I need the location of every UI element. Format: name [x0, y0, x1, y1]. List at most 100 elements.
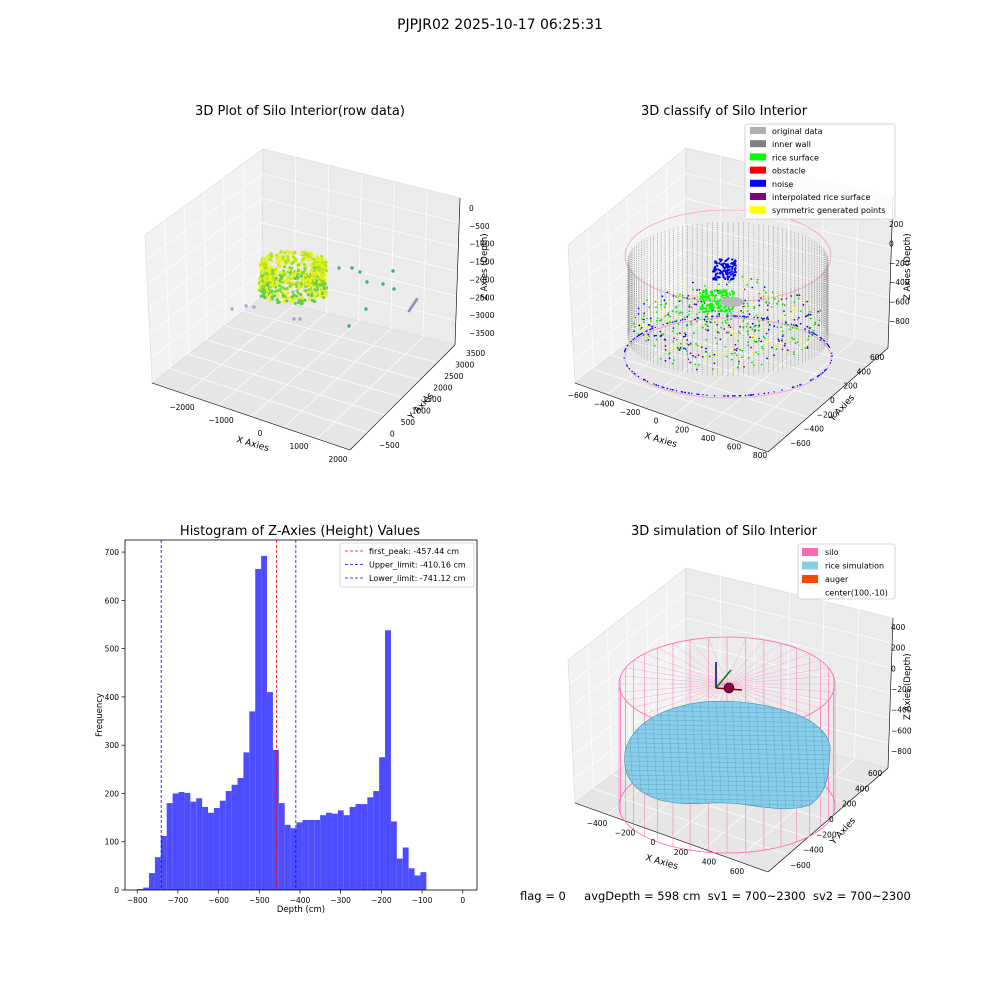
noise-point [646, 330, 648, 332]
classified-point [755, 340, 758, 343]
rice-point [300, 271, 304, 275]
rice-point [262, 274, 266, 278]
scatter-point [414, 299, 417, 303]
classify-z-tick-label: −800 [889, 317, 910, 326]
auger-center [723, 682, 735, 694]
noise-point [723, 267, 726, 270]
histogram-bar [190, 801, 197, 890]
raw-z-tick-label: −2500 [469, 293, 495, 302]
grid-line [735, 759, 855, 861]
noise-point [730, 278, 733, 281]
noise-point [645, 330, 647, 333]
surface-mesh-line [625, 797, 831, 802]
classified-point [726, 327, 729, 330]
classified-point [787, 349, 789, 352]
noise-point [732, 277, 735, 280]
classified-point [710, 328, 713, 331]
classified-point [742, 326, 745, 329]
classified-point [813, 312, 816, 315]
rice-surface-point [731, 306, 734, 309]
classified-point [648, 318, 650, 321]
rice-point [265, 281, 269, 285]
rice-point [270, 289, 274, 293]
noise-point [812, 332, 814, 334]
classified-point [797, 297, 800, 300]
rice-point [316, 257, 320, 261]
sim-y-tick-label: −400 [803, 846, 824, 855]
rice-point [322, 276, 326, 280]
grid-line [572, 249, 687, 338]
rice-surface-point [708, 304, 711, 307]
rice-point [310, 277, 314, 282]
rice-point [269, 252, 273, 256]
noise-point [810, 379, 812, 381]
histogram-bar [320, 815, 327, 890]
noise-point [718, 262, 721, 265]
classified-point [775, 342, 778, 345]
rice-point [310, 279, 314, 284]
classified-point [758, 299, 760, 302]
classified-point [684, 335, 687, 338]
rice-surface-point [713, 306, 716, 309]
classified-point [643, 324, 646, 327]
rice-surface-point [717, 310, 720, 313]
rice-point [262, 264, 266, 268]
rice-surface-point [731, 293, 734, 296]
noise-point [827, 344, 829, 346]
classified-point [705, 338, 708, 341]
rice-point [269, 285, 274, 289]
grid-line [646, 180, 650, 328]
rice-point [267, 277, 271, 281]
rice-point [262, 284, 266, 288]
classified-point [713, 362, 716, 365]
rice-point [272, 282, 276, 286]
rice-point [296, 268, 301, 272]
rice-point [299, 282, 303, 286]
axis-pane [261, 148, 461, 346]
rice-surface-point [708, 306, 711, 309]
raw-y-tick-label: 3500 [466, 349, 485, 358]
rice-point [303, 255, 307, 259]
scatter-point [411, 303, 415, 307]
rice-point [311, 262, 315, 266]
rice-point [262, 288, 266, 292]
grid-line [630, 341, 829, 401]
classified-point [653, 334, 656, 337]
rice-point [280, 271, 284, 275]
noise-point [785, 322, 788, 324]
rice-point [260, 262, 264, 266]
noise-point [760, 317, 763, 319]
noise-point [799, 384, 801, 386]
sim-x-tick-label: 0 [651, 838, 656, 847]
classified-point [683, 296, 685, 299]
rice-point [312, 273, 316, 277]
noise-point [830, 359, 833, 362]
sim-z-tick-label: −400 [891, 706, 912, 715]
classified-point [812, 330, 815, 332]
rice-point [300, 252, 304, 256]
histogram-bar [137, 889, 144, 890]
classified-point [781, 338, 783, 341]
noise-point [641, 332, 644, 334]
classified-point [692, 355, 695, 357]
grid-line [606, 212, 613, 356]
surface-mesh-line [691, 701, 699, 809]
rice-point [312, 284, 316, 288]
classified-point [693, 332, 695, 335]
noise-point [671, 321, 674, 323]
rice-point [319, 269, 323, 273]
rice-point [322, 269, 326, 274]
rice-point [320, 264, 324, 268]
rice-surface-point [716, 299, 719, 302]
rice-point [300, 280, 304, 284]
rice-point [261, 270, 265, 274]
classified-point [763, 296, 766, 299]
y-tick-label: 600 [105, 596, 120, 605]
classified-point [637, 333, 640, 336]
silo-roof-line [620, 675, 728, 685]
rice-point [268, 257, 272, 261]
classified-point [793, 338, 796, 340]
rice-point [290, 295, 294, 299]
classified-point [701, 296, 704, 299]
